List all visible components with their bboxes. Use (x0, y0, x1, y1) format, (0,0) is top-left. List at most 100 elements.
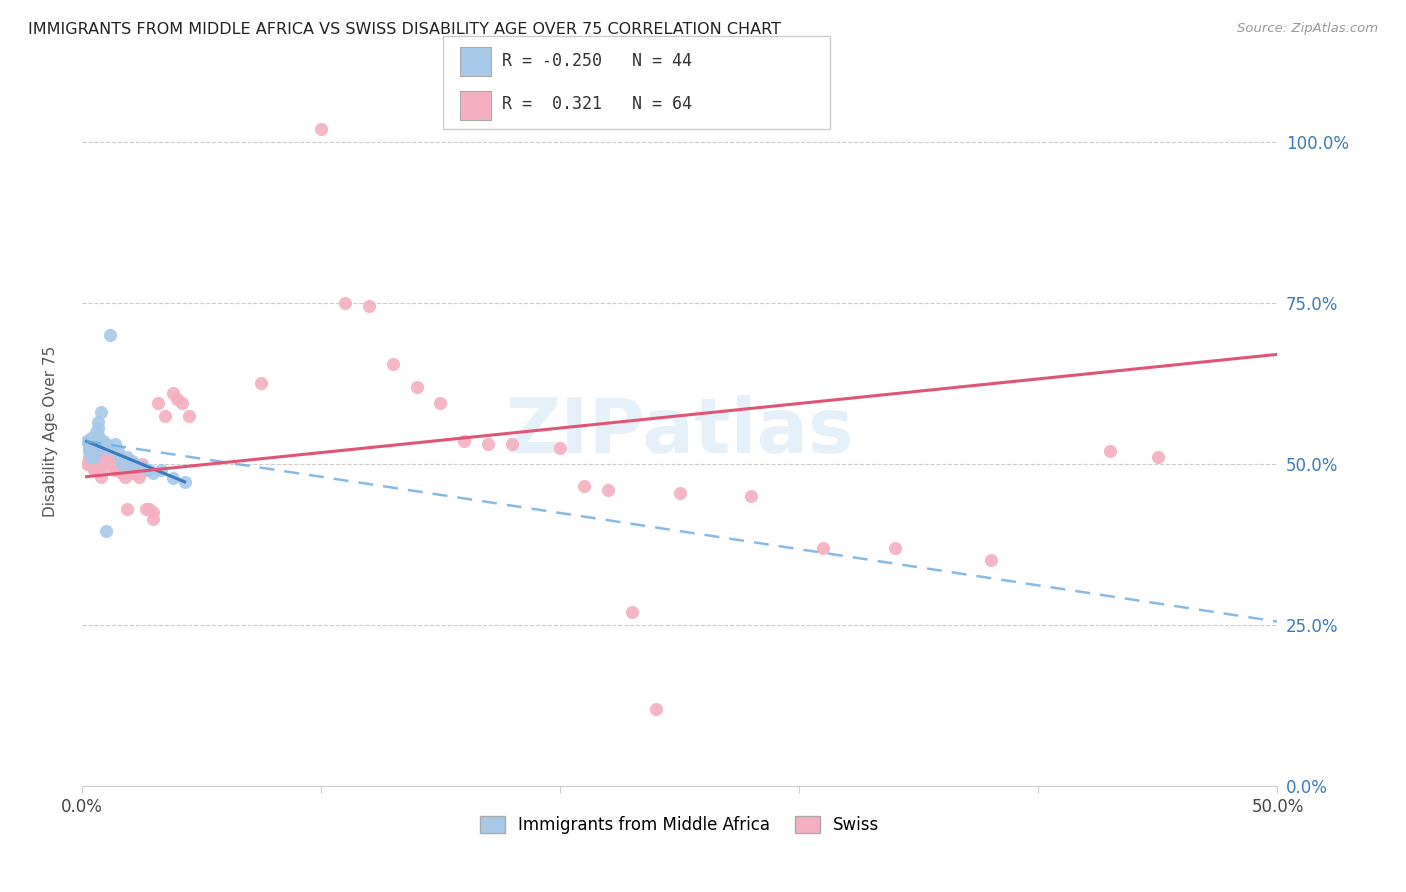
Point (77, 441, 100, 455)
Point (572, 479, 595, 493)
Point (108, 463, 131, 477)
Y-axis label: Disability Age Over 75: Disability Age Over 75 (44, 346, 58, 517)
Point (97, 450, 120, 465)
Point (80, 447, 103, 461)
Point (121, 453, 143, 467)
Point (162, 471, 184, 485)
Point (148, 395, 170, 409)
Point (124, 457, 146, 471)
Point (77, 450, 100, 465)
Point (87, 427, 110, 442)
Point (94, 450, 117, 465)
Point (107, 460, 129, 475)
Point (111, 467, 134, 481)
Point (138, 463, 160, 477)
Point (87, 450, 110, 465)
Point (142, 467, 165, 481)
Point (94, 524, 117, 539)
Point (76, 434, 98, 449)
Point (114, 469, 136, 483)
Point (138, 502, 160, 516)
Text: ZIPatlas: ZIPatlas (505, 394, 853, 468)
Point (118, 458, 141, 472)
Point (309, 122, 332, 136)
Point (111, 457, 134, 471)
Point (83, 447, 105, 461)
Point (83, 434, 105, 449)
Point (596, 483, 619, 497)
Point (357, 299, 380, 313)
Text: R = -0.250   N = 44: R = -0.250 N = 44 (502, 52, 692, 70)
Point (124, 457, 146, 471)
Point (125, 467, 148, 481)
Point (87, 421, 110, 435)
Point (1099, 444, 1122, 458)
Point (90, 405, 112, 419)
Point (87, 444, 110, 458)
Point (84, 460, 107, 475)
Point (381, 357, 404, 371)
Text: IMMIGRANTS FROM MIDDLE AFRICA VS SWISS DISABILITY AGE OVER 75 CORRELATION CHART: IMMIGRANTS FROM MIDDLE AFRICA VS SWISS D… (28, 22, 782, 37)
Point (132, 463, 155, 477)
Point (668, 485, 690, 500)
Point (84, 425, 107, 439)
Point (173, 475, 195, 489)
Point (84, 431, 107, 445)
Point (80, 444, 103, 458)
Point (121, 467, 143, 481)
Point (128, 469, 150, 483)
Point (108, 450, 131, 465)
Point (83, 463, 105, 477)
Point (84, 441, 107, 455)
Point (97, 441, 120, 455)
Point (94, 460, 117, 475)
Point (1147, 450, 1170, 465)
Point (477, 437, 499, 451)
Point (84, 447, 107, 461)
Point (179, 409, 201, 423)
Point (118, 460, 141, 475)
Point (131, 460, 153, 475)
Point (135, 502, 157, 516)
Point (405, 379, 427, 393)
Point (84, 437, 107, 451)
Point (149, 463, 172, 477)
Point (644, 701, 666, 715)
Point (104, 463, 127, 477)
Point (142, 511, 165, 525)
Point (142, 505, 165, 519)
Point (104, 437, 127, 451)
Point (80, 457, 103, 471)
Point (76, 457, 98, 471)
Point (107, 444, 129, 458)
Point (91, 457, 114, 471)
Point (620, 605, 643, 619)
Point (83, 437, 105, 451)
Text: R =  0.321   N = 64: R = 0.321 N = 64 (502, 95, 692, 113)
Point (87, 415, 110, 429)
Point (83, 453, 105, 467)
Point (84, 453, 107, 467)
Point (115, 450, 138, 465)
Point (83, 460, 105, 475)
Point (883, 541, 905, 555)
Point (429, 395, 451, 409)
Point (90, 469, 112, 483)
Point (80, 437, 103, 451)
Point (77, 437, 100, 451)
Legend: Immigrants from Middle Africa, Swiss: Immigrants from Middle Africa, Swiss (479, 816, 880, 834)
Point (94, 437, 117, 451)
Point (83, 444, 105, 458)
Point (100, 328, 122, 343)
Point (77, 444, 100, 458)
Point (166, 392, 188, 407)
Point (172, 395, 194, 409)
Point (131, 457, 153, 471)
Point (250, 376, 273, 391)
Text: Source: ZipAtlas.com: Source: ZipAtlas.com (1237, 22, 1378, 36)
Point (115, 502, 138, 516)
Point (83, 450, 105, 465)
Point (80, 450, 103, 465)
Point (87, 457, 110, 471)
Point (155, 409, 177, 423)
